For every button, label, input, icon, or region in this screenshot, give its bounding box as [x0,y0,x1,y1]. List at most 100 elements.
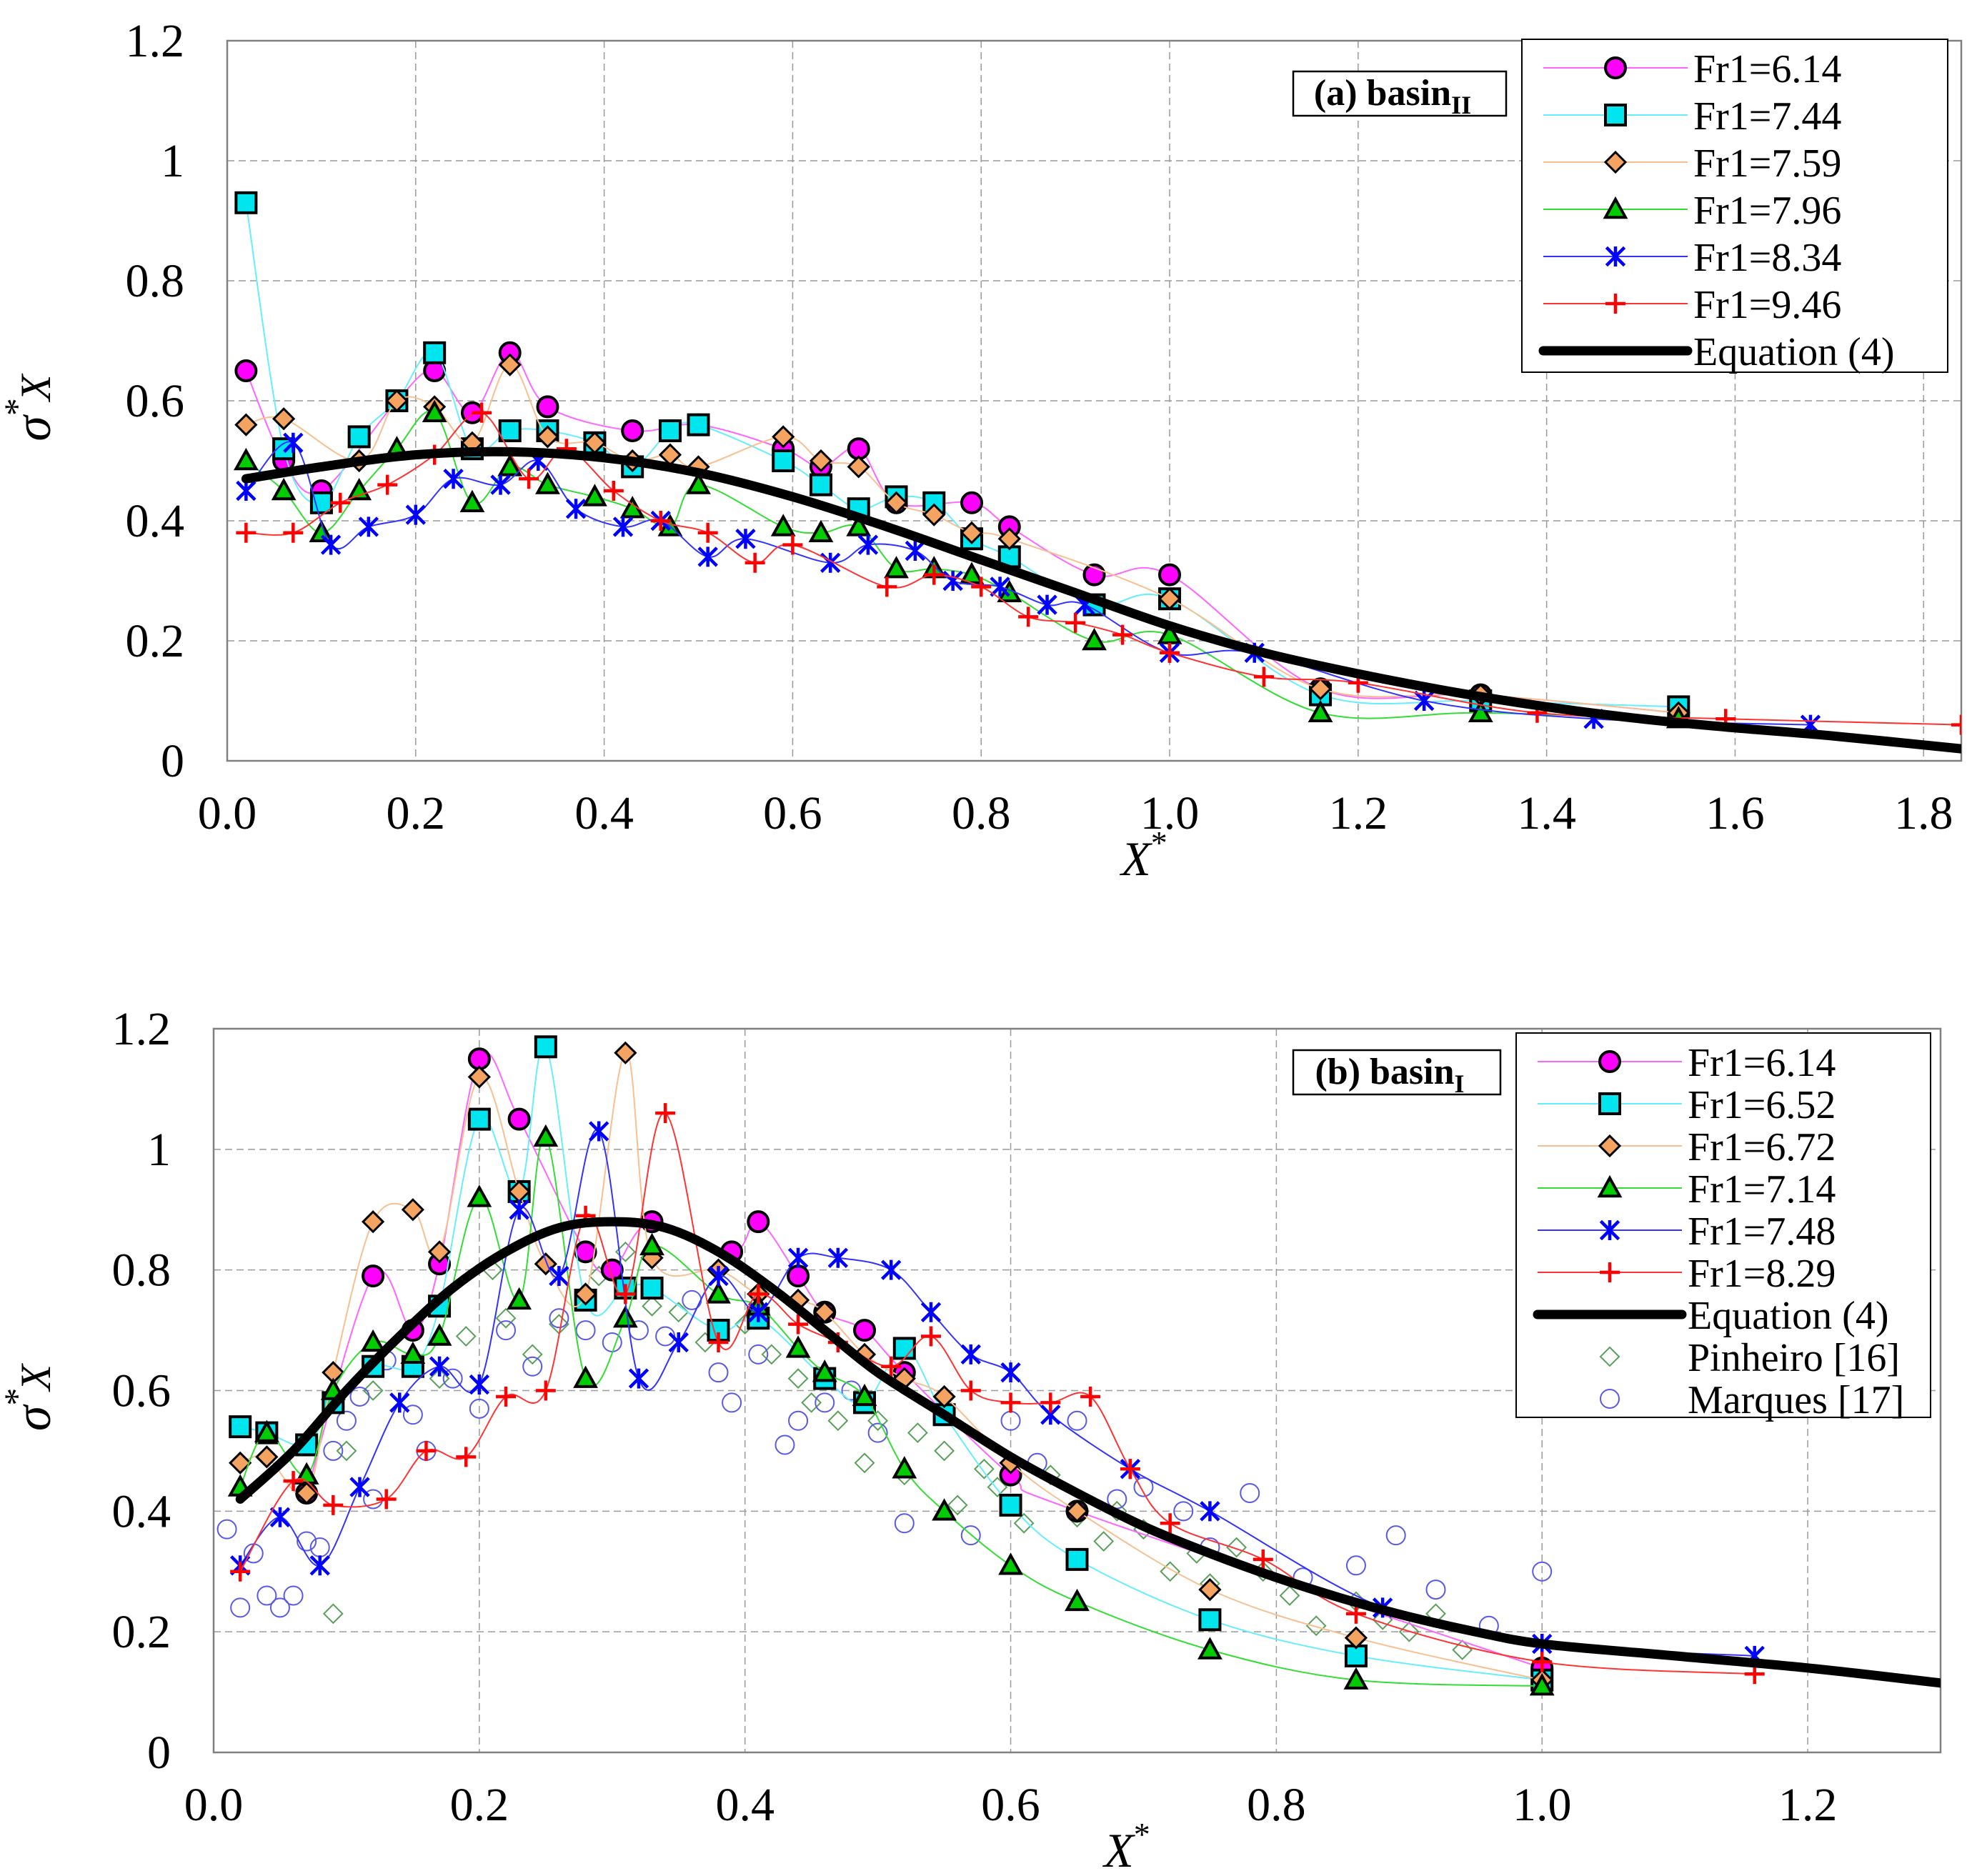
data-point [687,413,710,436]
data-point [1253,1549,1273,1570]
series-fr1-9-46 [236,402,1961,735]
y-tick-label: 1.2 [112,1003,171,1055]
reference-point [1279,1585,1300,1606]
y-tick-label: 0.8 [126,255,185,307]
legend-item: Fr1=7.96 [1543,189,1841,233]
reference-point [1385,1525,1406,1546]
reference-point [801,1392,822,1413]
data-point [686,472,711,494]
data-point [233,447,259,471]
reference-point [1226,1537,1248,1558]
legend-item: Pinheiro [16] [1599,1336,1900,1380]
data-point [498,419,522,442]
reference-point [549,1308,569,1329]
data-point [467,1065,491,1089]
data-point [1065,1588,1090,1612]
data-point [423,341,447,364]
data-point [309,491,333,514]
legend-item: Equation (4) [1538,330,1894,374]
data-point [429,1356,450,1377]
data-point [787,1247,809,1268]
data-point [809,449,833,473]
data-point [612,1305,638,1328]
data-point [708,1265,729,1287]
reference-point [1425,1580,1446,1600]
data-point [877,577,897,597]
reference-point [1067,1410,1087,1431]
reference-point [402,1404,423,1425]
legend-marker [1603,150,1628,174]
y-tick-label: 1 [161,135,184,187]
data-point [942,570,963,592]
data-point [971,577,992,597]
y-tick-label: 0.4 [126,495,185,547]
data-point [846,514,872,537]
data-point [1037,594,1057,615]
reference-point [748,1344,769,1364]
y-axis-label-sub: X [12,1363,59,1392]
series-line [245,351,1679,714]
data-point [469,1374,490,1395]
x-tick-label: 0.4 [574,787,634,839]
reference-point [1013,1512,1035,1534]
reference-point [1160,1561,1181,1582]
data-point [881,1356,902,1377]
data-point [565,499,587,519]
data-point [255,1445,279,1469]
data-point [697,547,718,567]
panel-title: (b) basinI [1315,1052,1464,1098]
legend-label: Fr1=7.96 [1693,189,1841,233]
legend-label: Fr1=6.14 [1693,47,1841,91]
legend: Fr1=6.14Fr1=6.52Fr1=6.72Fr1=7.14Fr1=7.48… [1515,1032,1931,1422]
data-point [519,469,539,489]
x-tick-label: 0.0 [198,787,257,839]
data-point [852,1383,877,1407]
data-point [1200,1501,1220,1522]
legend-item: Fr1=6.14 [1543,47,1841,91]
data-point [1198,1608,1222,1632]
panel-title-sub: II [1451,91,1471,119]
data-point [697,522,718,543]
data-point [650,511,671,531]
reference-point [336,1410,357,1431]
data-point [497,454,523,477]
legend-marker [1604,104,1627,126]
reference-point [323,1440,344,1461]
legend-item: Fr1=8.29 [1538,1252,1836,1296]
data-point [885,491,908,514]
legend-item: Fr1=7.48 [1538,1209,1836,1254]
data-point [496,1386,517,1407]
reference-point [257,1585,277,1606]
legend-label: Fr1=7.44 [1693,94,1841,139]
legend-marker [1598,1050,1621,1073]
data-point [588,1121,609,1142]
reference-point [349,1386,370,1407]
data-point [236,480,257,502]
reference-point [841,1380,862,1401]
legend-marker [1597,1174,1623,1198]
data-point [808,519,834,542]
reference-point [722,1392,742,1413]
data-point [573,1365,598,1388]
y-axis-label-sup: * [0,398,36,416]
data-point [272,407,296,431]
y-tick-label: 0.2 [112,1606,171,1658]
reference-point [934,1440,955,1462]
legend-marker [1605,294,1625,314]
data-point [283,432,304,453]
data-point [621,419,644,442]
data-point [813,1300,837,1324]
data-point [295,1481,319,1505]
data-point [1529,1673,1555,1696]
data-point [1532,1652,1553,1672]
chart-panel-a: 0.0 0.2 0.4 0.6 0.8 1.0 1.2 1.4 1.6 1.8 0 0.2 0.4 0.6… [0,15,1963,886]
data-point [459,489,485,512]
legend-label: Fr1=7.14 [1688,1167,1836,1212]
data-point [658,419,682,442]
data-point [507,1107,531,1131]
x-tick-label: 1.2 [1329,787,1388,839]
data-point [320,534,342,555]
reference-point [575,1320,596,1341]
data-point [574,1282,597,1306]
data-point [234,191,258,214]
